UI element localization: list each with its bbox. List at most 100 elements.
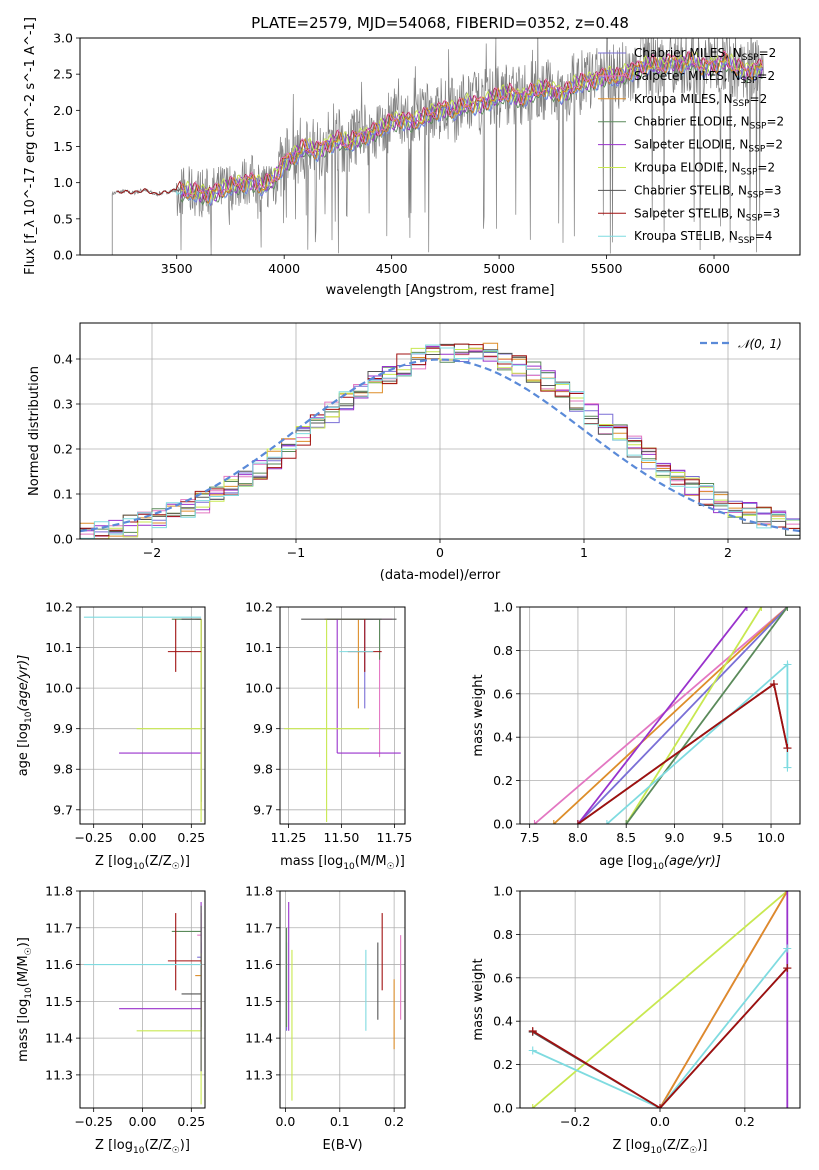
axes-frame: [279, 606, 406, 825]
y-tick-label: 0.0: [493, 817, 513, 832]
y-tick-label: 1.5: [53, 139, 73, 154]
axes-frame: [79, 37, 801, 256]
axis-label-part: mass [log: [16, 999, 31, 1062]
axis-label-part: )]: [180, 1138, 190, 1153]
axis-label-part: ☉: [172, 1146, 180, 1156]
y-tick-label: 11.7: [245, 920, 273, 935]
axis-label-part: age [log: [599, 854, 652, 869]
legend-tail: =3: [764, 183, 782, 197]
y-tick-label: 0.4: [493, 730, 513, 745]
axis-label-part: 10: [133, 862, 145, 872]
axis-label-part: 10: [652, 862, 664, 872]
y-tick-label: 10.1: [45, 640, 73, 655]
axis-label-part: (M/M: [355, 854, 387, 869]
x-tick-label: 9.0: [665, 830, 685, 845]
spectrum-ylabel: Flux [f_λ 10^-17 erg cm^-2 s^-1 A^-1]: [23, 17, 38, 275]
axis-label-part: ☉: [24, 947, 34, 955]
y-tick-label: 9.7: [53, 802, 73, 817]
y-tick-label: 0.1: [53, 487, 73, 502]
y-tick-label: 10.0: [45, 681, 73, 696]
legend-sub: SSP: [733, 99, 750, 109]
weight-line: [532, 891, 788, 1108]
axis-label: age [log10(age/yr)]: [16, 655, 34, 777]
y-tick-label: 11.7: [45, 920, 73, 935]
y-tick-label: 0.5: [53, 211, 73, 226]
axis-label-part: 10: [24, 987, 34, 999]
axis-label-part: )]: [180, 854, 190, 869]
legend-text: Salpeter STELIB, N: [634, 206, 746, 220]
legend-text: Chabrier STELIB, N: [634, 183, 747, 197]
weight-marker: [783, 1104, 792, 1108]
legend-tail: =2: [757, 69, 775, 83]
plot-area: [83, 902, 202, 1105]
weight-marker: [783, 763, 792, 772]
plot-area: [528, 891, 792, 1108]
x-tick-label: 4500: [376, 261, 408, 276]
y-tick-label: 0.2: [53, 442, 73, 457]
legend-sub: SSP: [746, 213, 763, 223]
weight-line: [577, 607, 789, 824]
x-tick-label: 0.2: [735, 1114, 755, 1129]
y-tick-label: 3.0: [53, 31, 73, 46]
x-tick-label: 10.0: [757, 830, 785, 845]
y-tick-label: 11.8: [245, 884, 273, 899]
y-tick-label: 11.6: [245, 957, 273, 972]
weight-marker: [549, 820, 558, 824]
axis-label-part: age [log: [16, 723, 31, 776]
legend-entry: Kroupa ELODIE, NSSP=2: [634, 161, 775, 178]
legend-tail: =2: [759, 46, 777, 60]
x-tick-label: 9.5: [713, 830, 733, 845]
x-tick-label: 0.00: [129, 830, 157, 845]
y-tick-label: 11.5: [45, 994, 73, 1009]
legend-entry: Salpeter STELIB, NSSP=3: [634, 206, 780, 223]
legend-sub: SSP: [741, 76, 758, 86]
x-tick-label: 0.25: [177, 830, 205, 845]
spectrum-model-line: [180, 50, 764, 202]
plot-area: [111, 38, 764, 255]
weight-line: [659, 891, 789, 1108]
y-tick-label: 1.0: [53, 175, 73, 190]
legend-tail: =2: [766, 115, 784, 129]
y-tick-label: 11.3: [45, 1067, 73, 1082]
axes-frame: [79, 890, 206, 1109]
legend-entry: 𝒩(0, 1): [738, 337, 782, 351]
weight-marker: [530, 820, 539, 824]
gaussian-curve: [80, 358, 800, 533]
weight-marker: [783, 660, 792, 669]
x-tick-label: 0.1: [330, 1114, 350, 1129]
x-tick-label: −1: [287, 545, 305, 560]
weight-marker: [656, 1104, 664, 1108]
x-tick-label: −0.2: [560, 1114, 590, 1129]
x-tick-label: 5500: [591, 261, 623, 276]
legend-text: Kroupa MILES, N: [634, 92, 733, 106]
legend-text: Chabrier MILES, N: [634, 46, 742, 60]
y-tick-label: 1.0: [493, 884, 513, 899]
plot-area: [80, 342, 800, 539]
legend-sub: SSP: [742, 53, 759, 63]
weight-line: [606, 662, 789, 824]
axis-label-part: 10: [24, 711, 34, 723]
legend-tail: =4: [755, 229, 773, 243]
legend-sub: SSP: [741, 168, 758, 178]
x-tick-label: 11.25: [271, 830, 307, 845]
axis-label-part: Z [log: [613, 1138, 651, 1153]
y-tick-label: 9.7: [253, 802, 273, 817]
x-tick-label: −0.25: [75, 830, 113, 845]
axis-label-part: (M/M: [16, 955, 31, 987]
x-tick-label: 8.5: [616, 830, 636, 845]
y-tick-label: 0.4: [53, 352, 73, 367]
legend-entry: Kroupa STELIB, NSSP=4: [634, 229, 772, 246]
spectrum-title: PLATE=2579, MJD=54068, FIBERID=0352, z=0…: [251, 14, 629, 32]
axis-label-part: ☉: [387, 862, 395, 872]
axis-label: age [log10(age/yr)]: [599, 854, 721, 872]
legend-entry: Kroupa MILES, NSSP=2: [634, 92, 767, 109]
x-tick-label: 1: [580, 545, 588, 560]
axis-label-part: 10: [133, 1146, 145, 1156]
weight-line: [553, 607, 789, 824]
residuals-ylabel: Normed distribution: [27, 366, 42, 496]
weight-ylabel: mass weight: [471, 674, 486, 756]
weight-marker: [573, 820, 582, 824]
weight-marker: [783, 944, 792, 953]
